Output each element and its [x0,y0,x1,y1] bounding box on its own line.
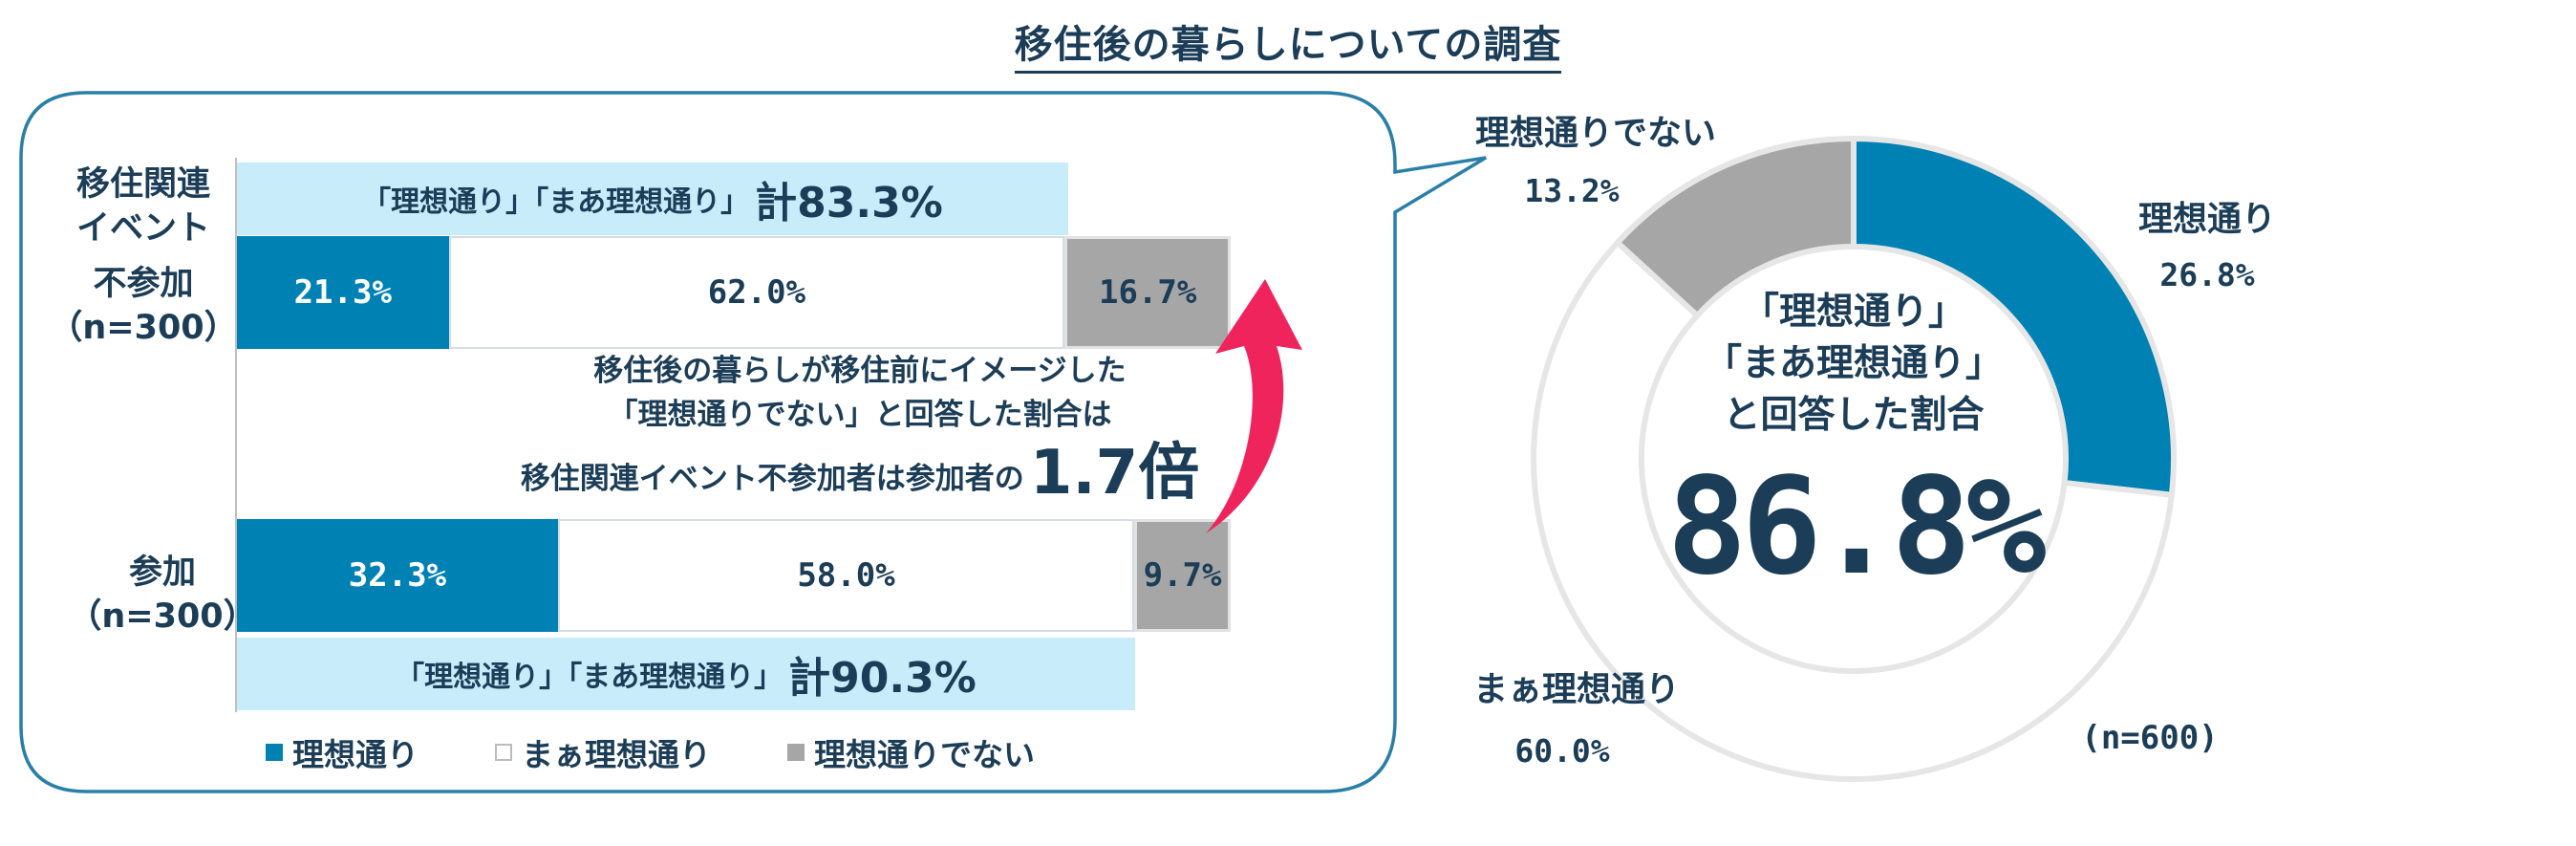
row-label-nonparticipant: 移住関連 イベント 不参加 （n=300） [38,163,248,350]
banner-top: 「理想通り」「まあ理想通り」 計83.3% [237,163,1068,235]
legend-item-ideal: 理想通り [266,729,419,775]
slice-name: 理想通りでない [1474,114,1716,153]
row-label-line: 不参加 [93,265,194,303]
bar-segment-mostly: 58.0% [557,519,1135,632]
donut-center-value: 86.8% [1666,449,2046,605]
center-line: 「理想通り」 [1741,291,1965,334]
legend-label: 理想通り [292,736,419,773]
category-axis [235,158,237,712]
slice-label-not: 理想通りでない 13.2% [1443,105,1749,209]
slice-pct: 60.0% [1514,732,1610,770]
row-label-participant: 参加 （n=300） [57,551,268,639]
donut-slice-not-ideal [1613,135,1857,320]
bar-value-label: 62.0% [707,273,806,312]
slice-pct: 26.8% [2159,256,2255,293]
row-label-line: （n=300） [68,597,257,636]
bar-segment-not-ideal: 16.7% [1064,236,1231,349]
bar-segment-not-ideal: 9.7% [1134,519,1231,632]
slice-label-ideal: 理想通り 26.8% [2083,191,2331,293]
banner-bottom-text: 「理想通り」「まあ理想通り」 [396,661,784,694]
sample-size-label: (n=600) [2081,719,2219,757]
slice-name: まぁ理想通り [1472,670,1680,709]
page-title: 移住後の暮らしについての調査 [0,13,2576,74]
legend-label: 理想通りでない [814,736,1035,773]
legend-label: まぁ理想通り [522,736,711,773]
slice-label-mostly: まぁ理想通り 60.0% [1448,662,1706,770]
comparison-note: 移住後の暮らしが移住前にイメージした 「理想通りでない」と回答した割合は [440,349,1280,437]
row-label-line: イベント [75,209,210,248]
slice-name: 理想通り [2137,200,2276,239]
note-line: 移住後の暮らしが移住前にイメージした [593,354,1127,388]
donut-slice-mostly [1531,238,2176,782]
comparison-highlight: 移住関連イベント不参加者は参加者の 1.7倍 [497,440,1223,507]
note-big: 1.7倍 [1029,438,1200,509]
legend-swatch-ideal [266,744,283,761]
banner-top-text: 「理想通り」「まあ理想通り」 [362,185,750,219]
center-line: 「まあ理想通り」 [1704,342,2003,385]
donut-center-caption: 「理想通り」 「まあ理想通り」 と回答した割合 [1663,287,2045,442]
donut-chart [1531,135,2177,782]
legend-swatch-mostly [495,744,512,761]
arrow-body [1206,279,1302,533]
bar-value-label: 58.0% [797,556,895,595]
row-label-line: （n=300） [49,309,238,347]
legend-swatch-not [787,744,805,761]
banner-bottom: 「理想通り」「まあ理想通り」 計90.3% [237,638,1135,710]
bar-segment-mostly: 62.0% [448,236,1065,349]
page-title-text: 移住後の暮らしについての調査 [1014,23,1562,74]
legend: 理想通り まぁ理想通り 理想通りでない [266,729,1035,775]
row-label-line: 移住関連 [75,165,210,204]
note-line: 「理想通りでない」と回答した割合は [608,398,1112,432]
bar-value-label: 16.7% [1098,273,1197,312]
slice-pct: 13.2% [1524,172,1620,209]
banner-top-total: 計83.3% [755,179,943,228]
center-line: と回答した割合 [1723,394,1985,437]
curved-arrow [1206,279,1302,533]
note-prefix: 移住関連イベント不参加者は参加者の [520,462,1024,496]
bar-value-label: 9.7% [1143,556,1222,595]
bar-segment-ideal: 21.3% [237,236,449,349]
bar-value-label: 21.3% [293,273,392,312]
legend-item-mostly: まぁ理想通り [495,729,711,775]
row-label-line: 参加 [128,553,196,592]
legend-item-not: 理想通りでない [787,729,1035,775]
bar-value-label: 32.3% [348,556,447,595]
donut-slice-ideal [1851,135,2177,499]
banner-bottom-total: 計90.3% [788,654,977,703]
bar-segment-ideal: 32.3% [237,519,558,632]
